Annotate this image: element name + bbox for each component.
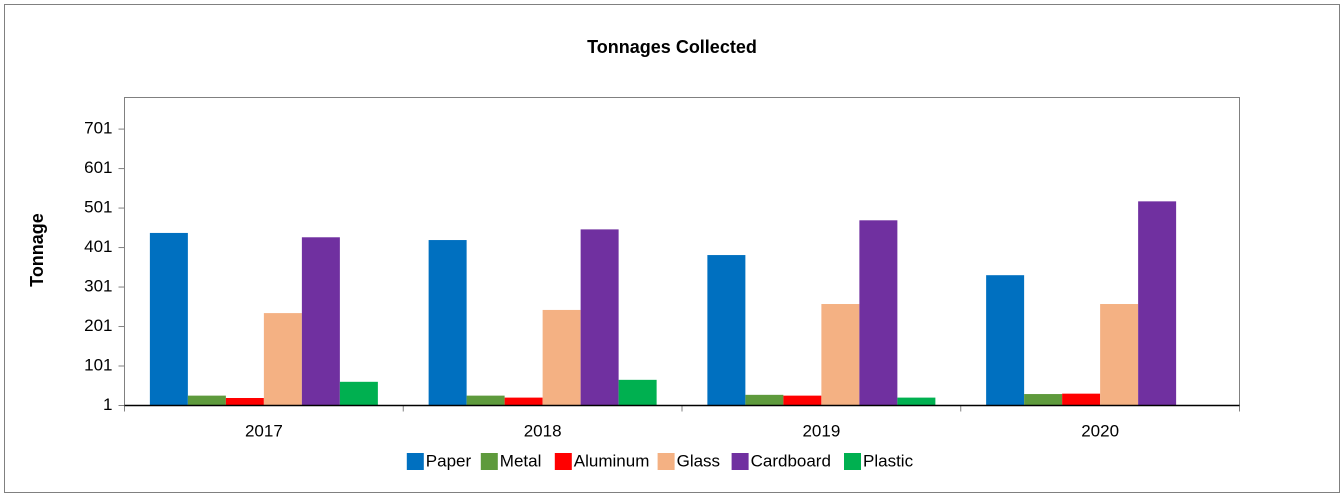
bar	[618, 379, 657, 406]
bar	[301, 237, 340, 406]
legend-swatch	[406, 453, 424, 470]
y-tick-label: 701	[84, 119, 112, 138]
bar	[149, 232, 188, 406]
bar	[1100, 304, 1139, 406]
bar	[187, 395, 226, 406]
y-tick-label: 201	[84, 316, 112, 335]
legend-label: Metal	[500, 451, 542, 470]
x-tick-label: 2018	[524, 421, 562, 440]
y-tick-label: 301	[84, 277, 112, 296]
bar	[1138, 201, 1177, 406]
bar	[580, 229, 619, 406]
legend-label: Glass	[677, 451, 720, 470]
y-tick-label: 101	[84, 355, 112, 374]
bar	[542, 309, 581, 406]
x-tick-label: 2019	[802, 421, 840, 440]
legend-label: Paper	[426, 451, 472, 470]
legend-swatch	[480, 453, 498, 470]
legend-swatch	[844, 453, 861, 470]
bar	[897, 397, 936, 406]
x-tick-label: 2017	[245, 421, 283, 440]
bar	[821, 304, 860, 406]
bar	[504, 397, 543, 406]
bar	[466, 395, 505, 406]
y-tick-label: 601	[84, 158, 112, 177]
y-tick-label: 501	[84, 198, 112, 217]
bar	[1062, 393, 1101, 406]
bar	[986, 275, 1025, 406]
legend-label: Aluminum	[574, 451, 650, 470]
legend-swatch	[657, 453, 675, 470]
legend-swatch	[554, 453, 572, 470]
y-axis-label: Tonnage	[27, 213, 47, 287]
chart-border	[4, 4, 1340, 493]
bar	[263, 313, 302, 406]
legend-label: Cardboard	[751, 451, 831, 470]
legend-swatch	[731, 453, 749, 470]
y-tick-label: 401	[84, 237, 112, 256]
bar	[745, 394, 784, 406]
bar	[1024, 394, 1063, 406]
bar	[339, 381, 378, 406]
bar	[225, 397, 264, 406]
chart-title: Tonnages Collected	[587, 37, 757, 57]
bar	[783, 395, 822, 406]
bar	[859, 220, 898, 406]
bar	[707, 255, 746, 406]
x-tick-label: 2020	[1081, 421, 1119, 440]
bar	[428, 240, 467, 406]
y-tick-label: 1	[103, 395, 112, 414]
legend-label: Plastic	[863, 451, 914, 470]
